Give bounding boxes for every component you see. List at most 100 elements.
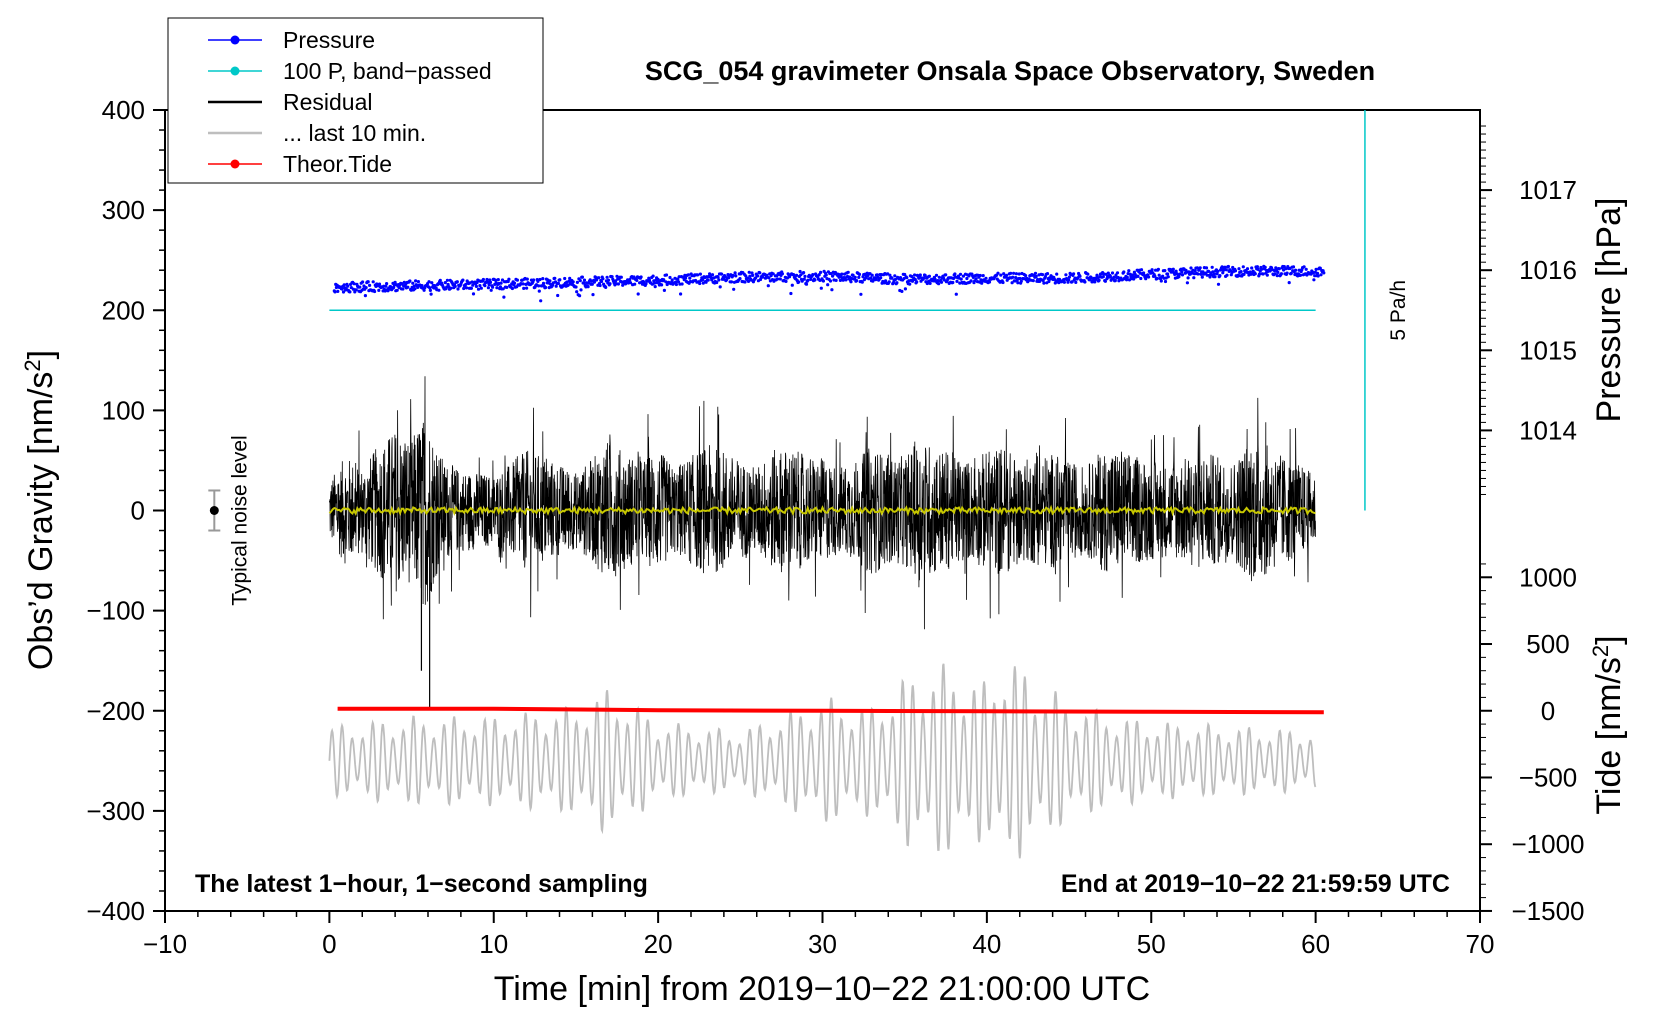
legend-box [167, 17, 544, 184]
pressure-point [716, 275, 720, 279]
pressure-point [718, 285, 722, 289]
pressure-point [1275, 274, 1279, 278]
pressure-point [1253, 272, 1257, 276]
y-left-tick-label: 100 [102, 395, 145, 425]
pressure-point [698, 281, 702, 286]
pressure-point [616, 282, 621, 286]
pressure-point [1216, 282, 1221, 286]
theoretical-tide-series [337, 706, 1324, 715]
x-axis-title: Time [min] from 2019−10−22 21:00:00 UTC [494, 970, 1150, 1008]
pressure-point [1156, 267, 1160, 271]
pressure-point [1241, 265, 1245, 269]
pressure-tick-label: 1016 [1519, 255, 1577, 285]
noise-level-indicator [208, 489, 221, 532]
pressure-point [1207, 269, 1211, 273]
pressure-point [903, 287, 908, 291]
pressure-point [1014, 272, 1019, 276]
pressure-point [373, 289, 377, 294]
pressure-point [802, 277, 806, 281]
y-left-tick-label: −400 [86, 896, 145, 926]
pressure-point [780, 272, 785, 276]
pressure-point [1291, 265, 1296, 269]
y-left-tick-label: 0 [131, 496, 145, 526]
pressure-point [341, 290, 346, 294]
pressure-point [849, 280, 853, 284]
pressure-tick-label: 1014 [1519, 415, 1577, 445]
pressure-point [758, 271, 762, 275]
pressure-point [1224, 268, 1228, 272]
pressure-point [1239, 270, 1243, 274]
pressure-point [1225, 273, 1229, 277]
pressure-point [538, 277, 542, 282]
pressure-point [541, 277, 545, 281]
pressure-point [747, 270, 751, 274]
pressure-point [606, 278, 611, 282]
pressure-point [1233, 269, 1238, 273]
pressure-point [1174, 269, 1178, 273]
filtered-residual-series [328, 504, 1316, 517]
pressure-point [987, 280, 992, 284]
pressure-point [1153, 274, 1157, 278]
pressure-point [775, 277, 780, 281]
pressure-point [392, 285, 396, 290]
pressure-point [1196, 272, 1200, 276]
pressure-point [1062, 280, 1066, 284]
tide-tick-label: −1000 [1511, 829, 1584, 859]
pressure-point [1193, 269, 1197, 273]
pressure-point [840, 272, 844, 276]
y-right-axis-ticks: 1017 1016 1015 1014 1000 500 0 −500 −1000 −1500 [1480, 125, 1585, 926]
pressure-point [1113, 279, 1117, 283]
pressure-point [597, 276, 601, 280]
pressure-point [1150, 268, 1154, 272]
pressure-point [1078, 274, 1082, 278]
pressure-point [900, 289, 904, 293]
pressure-point [428, 286, 432, 290]
pressure-point [797, 280, 801, 284]
pressure-point [1237, 267, 1241, 271]
pressure-point [368, 283, 372, 287]
pressure-point [925, 281, 929, 286]
pressure-point [662, 288, 667, 292]
pressure-point [575, 290, 579, 294]
pressure-point [887, 280, 891, 284]
pressure-point [958, 272, 963, 276]
pressure-point [501, 287, 505, 291]
pressure-point [1067, 275, 1071, 279]
pressure-point [614, 279, 618, 283]
pressure-point [1002, 272, 1006, 276]
pressure-point [502, 295, 506, 299]
pressure-point [756, 274, 760, 278]
pressure-point [1103, 279, 1107, 283]
pressure-point [1314, 267, 1318, 271]
chart-title: SCG_054 gravimeter Onsala Space Observat… [645, 56, 1375, 86]
legend-label: Pressure [283, 27, 375, 53]
pressure-point [1189, 266, 1193, 270]
pressure-point [809, 277, 813, 281]
pressure-point [1198, 266, 1202, 270]
pressure-point [918, 273, 922, 277]
pressure-point [874, 278, 878, 282]
pressure-point [738, 277, 742, 281]
pressure-point [414, 279, 418, 283]
pressure-point [676, 280, 681, 284]
noise-level-label: Typical noise level [228, 435, 251, 605]
pressure-point [1178, 272, 1182, 276]
pressure-point [1108, 274, 1112, 278]
pressure-point [1034, 274, 1038, 279]
pressure-point [1110, 271, 1115, 275]
last-10-min-series [328, 663, 1317, 859]
pressure-point [566, 283, 570, 287]
pressure-point [890, 276, 894, 280]
pressure-tick-label: 1015 [1519, 335, 1577, 365]
pressure-point [813, 278, 817, 282]
pressure-rate-label: 5 Pa/h [1387, 280, 1410, 341]
pressure-point [1279, 272, 1283, 276]
pressure-point [798, 269, 802, 274]
pressure-point [676, 277, 680, 281]
pressure-point [668, 275, 672, 280]
pressure-point [1067, 278, 1071, 282]
pressure-point [984, 276, 988, 280]
pressure-point [1122, 270, 1126, 274]
pressure-point [413, 287, 417, 291]
y-left-tick-label: −300 [86, 796, 145, 826]
